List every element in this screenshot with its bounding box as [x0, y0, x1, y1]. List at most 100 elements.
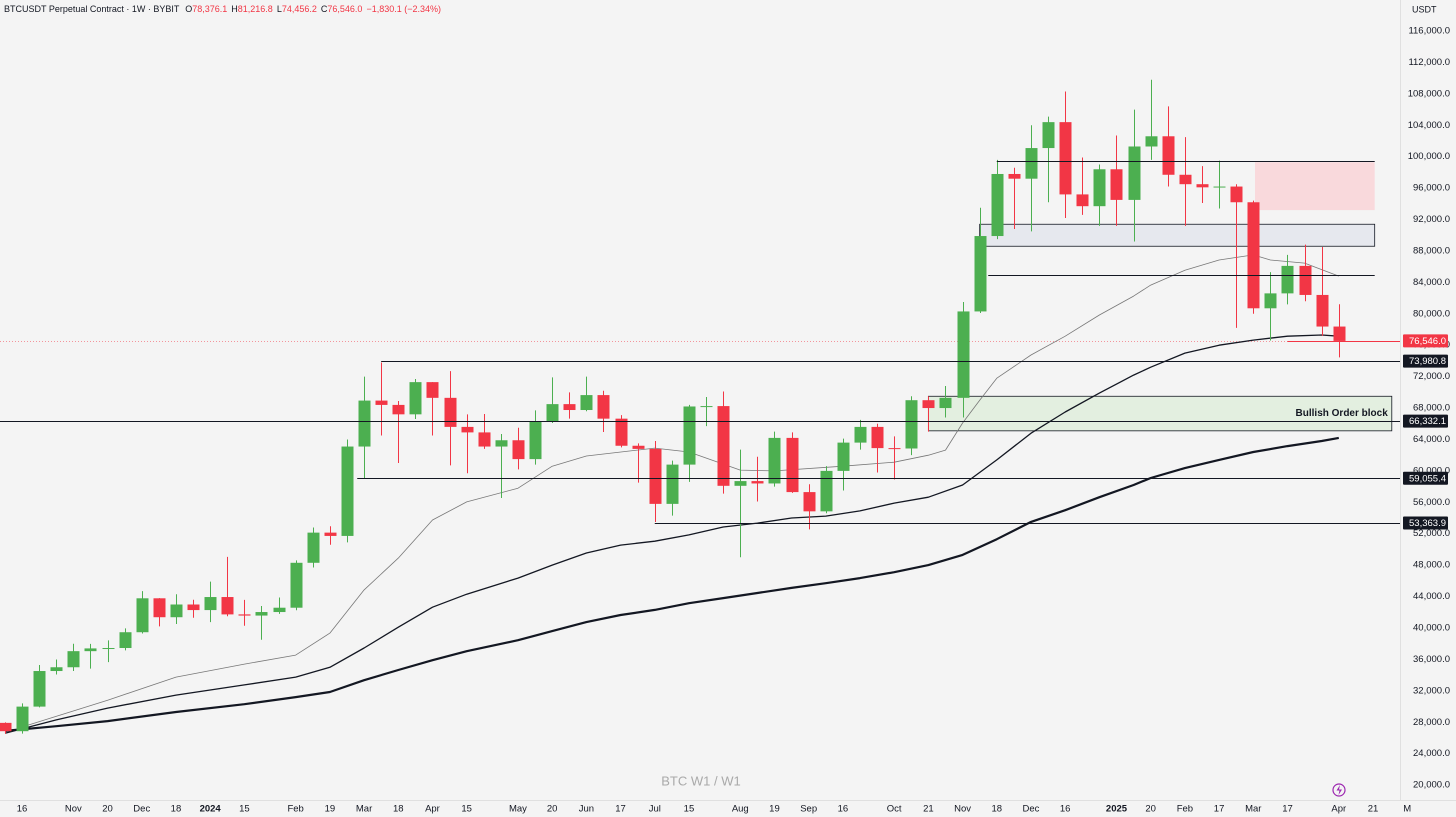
y-tick-label: 116,000.0 [1408, 26, 1450, 37]
candle-body [1008, 173, 1021, 179]
y-tick-label: 96,000.0 [1413, 183, 1450, 194]
x-tick-label: 20 [1145, 804, 1156, 815]
candle-body [1281, 265, 1294, 294]
icon-circle [1332, 783, 1346, 797]
ohlc-key: O [185, 4, 192, 14]
x-tick-label: 18 [171, 804, 182, 815]
x-tick-label: 20 [102, 804, 113, 815]
candle-body [854, 426, 867, 443]
zone [927, 395, 1393, 432]
y-tick-label: 80,000.0 [1413, 308, 1450, 319]
ohlc-value: 78,376.1 [192, 4, 227, 14]
y-tick-label: 104,000.0 [1408, 120, 1450, 131]
candle-body [939, 397, 952, 409]
candle-body [324, 532, 337, 536]
candle-body [957, 311, 970, 398]
candle-body [1196, 184, 1209, 188]
x-tick-label: 19 [769, 804, 780, 815]
ohlc-value: 74,456.2 [282, 4, 317, 14]
candle-body [837, 442, 850, 471]
candle-body [204, 597, 217, 611]
candle-body [700, 406, 713, 408]
x-tick-label: Feb [287, 804, 303, 815]
x-tick-label: 2024 [200, 804, 222, 815]
candle-body [786, 437, 799, 493]
candle-body [649, 448, 662, 504]
candle-body [1247, 202, 1260, 309]
x-tick-label: 21 [1368, 804, 1379, 815]
x-tick-label: Jul [649, 804, 661, 815]
candle-body [751, 481, 764, 484]
candle-body [546, 404, 559, 422]
candle-body [119, 632, 132, 649]
candle-body [187, 604, 200, 611]
candle-body [461, 426, 474, 433]
x-tick-label: Aug [732, 804, 749, 815]
icon-bolt [1336, 785, 1342, 795]
price-tag [1403, 414, 1448, 428]
x-tick-label: 20 [547, 804, 558, 815]
candle-body [683, 406, 696, 465]
candle-body [50, 667, 63, 672]
x-tick-label: Dec [133, 804, 150, 815]
candle-body [136, 598, 149, 633]
candle-body [375, 400, 388, 405]
price-tag-label: 59,055.4 [1409, 473, 1446, 484]
y-tick-label: 100,000.0 [1408, 151, 1450, 162]
price-tag [1403, 354, 1448, 368]
candle-body [358, 400, 371, 447]
ohlc-value: 81,216.8 [238, 4, 273, 14]
ohlc-key: H [231, 4, 238, 14]
price-tag-label: 66,332.1 [1409, 416, 1446, 427]
candle-body [1093, 169, 1106, 207]
candle-body [16, 706, 29, 732]
x-tick-label: 16 [838, 804, 849, 815]
candle-body [444, 397, 457, 427]
candle-body [580, 395, 593, 411]
y-tick-label: 52,000.0 [1413, 528, 1450, 539]
y-tick-label: 44,000.0 [1413, 591, 1450, 602]
candle-body [409, 382, 422, 415]
lightning-icon[interactable] [1332, 783, 1346, 797]
candle-body [1230, 186, 1243, 203]
candle-body [632, 445, 645, 449]
x-tick-label: 18 [393, 804, 404, 815]
candle-body [1179, 174, 1192, 185]
watermark: BTC W1 / W1 [661, 773, 740, 788]
candle-body [153, 598, 166, 618]
zone [1254, 162, 1375, 211]
candle-body [1076, 194, 1089, 207]
x-tick-label: Apr [425, 804, 440, 815]
header: BTCUSDT Perpetual Contract · 1W · BYBIT O… [4, 4, 441, 14]
candle-body [273, 607, 286, 613]
candle-body [563, 404, 576, 411]
candle-body [717, 406, 730, 486]
candle-body [0, 722, 12, 732]
ohlc-key: C [321, 4, 328, 14]
y-tick-label: 40,000.0 [1413, 622, 1450, 633]
candle-body [33, 671, 46, 707]
x-tick-label: Jun [579, 804, 594, 815]
x-tick-label: May [509, 804, 527, 815]
candle-body [1333, 326, 1346, 341]
y-tick-label: 56,000.0 [1413, 497, 1450, 508]
x-tick-label: 16 [17, 804, 28, 815]
x-tick-label: Feb [1177, 804, 1193, 815]
candle-body [341, 446, 354, 536]
candle-body [170, 604, 183, 618]
candle-body [1059, 122, 1072, 195]
candle-body [1110, 169, 1123, 200]
header-title: BTCUSDT Perpetual Contract · 1W · BYBIT [4, 4, 180, 14]
price-tag [1403, 471, 1448, 485]
price-tag-label: 73,980.8 [1409, 356, 1446, 367]
candle-body [255, 612, 268, 616]
x-tick-label: 21 [923, 804, 934, 815]
y-tick-label: 32,000.0 [1413, 685, 1450, 696]
zone [979, 223, 1376, 247]
y-tick-label: 92,000.0 [1413, 214, 1450, 225]
candle-body [84, 648, 97, 652]
x-tick-label: 2025 [1106, 804, 1128, 815]
candle-body [512, 440, 525, 460]
